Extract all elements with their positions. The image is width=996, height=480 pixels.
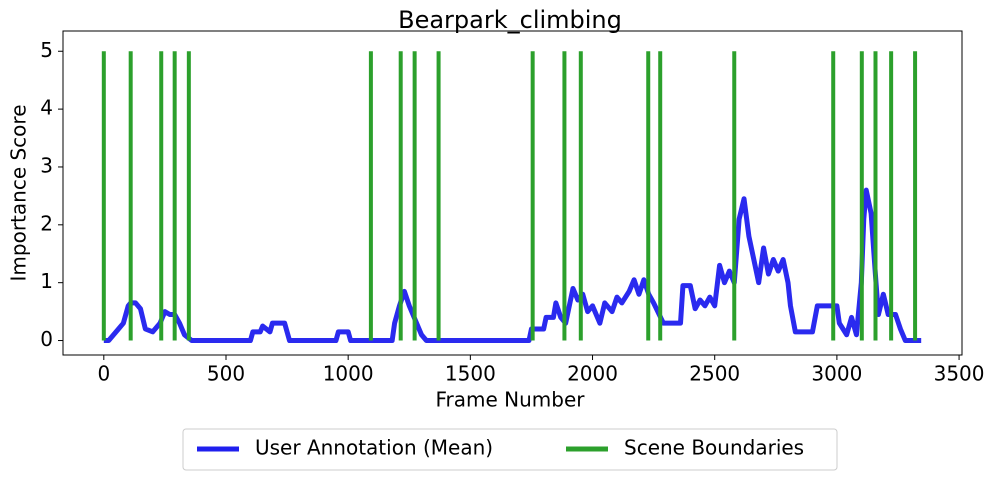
x-tick-label: 0: [97, 362, 110, 386]
annotation-line: [103, 187, 922, 344]
legend-label: Scene Boundaries: [624, 436, 804, 460]
legend-box: [182, 428, 838, 471]
y-tick-label: 4: [40, 96, 53, 120]
chart-title: Bearpark_climbing: [398, 6, 622, 34]
x-tick-label: 500: [207, 362, 245, 386]
legend-label: User Annotation (Mean): [255, 436, 493, 460]
y-tick-label: 5: [40, 38, 53, 62]
x-tick-label: 3000: [811, 362, 862, 386]
x-tick-label: 2500: [689, 362, 740, 386]
x-tick-label: 1000: [323, 362, 374, 386]
y-tick-label: 2: [40, 211, 53, 235]
y-tick-label: 1: [40, 269, 53, 293]
x-tick-label: 2000: [567, 362, 618, 386]
plot-frame: [62, 30, 963, 356]
y-tick-label: 0: [40, 327, 53, 351]
x-axis-label: Frame Number: [435, 388, 585, 412]
y-axis-label: Importance Score: [7, 105, 31, 282]
y-tick-label: 3: [40, 153, 53, 177]
x-tick-label: 3500: [934, 362, 985, 386]
x-tick-label: 1500: [445, 362, 496, 386]
